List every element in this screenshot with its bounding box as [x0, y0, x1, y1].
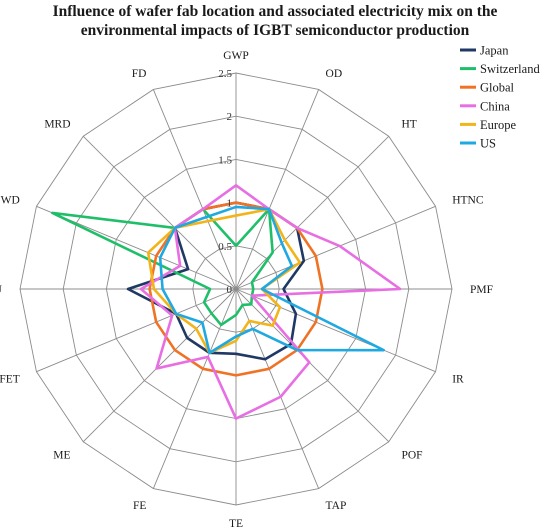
axis-label-fet: FET: [0, 374, 20, 386]
legend-label-japan: Japan: [480, 44, 509, 58]
axis-label-gwp: GWP: [223, 50, 249, 62]
spoke-2: [235, 135, 390, 290]
axis-label-fe: FE: [133, 500, 146, 512]
legend-label-china: China: [480, 99, 510, 113]
series-line-switzerland: [51, 207, 274, 327]
axis-label-fd: FD: [132, 68, 147, 80]
spoke-10: [82, 288, 237, 443]
series-line-us: [158, 205, 385, 355]
legend: Japan Switzerland Global China Europe US: [460, 44, 540, 151]
series-line-china: [139, 184, 402, 420]
spoke-7: [235, 288, 320, 489]
axis-label-od: OD: [326, 68, 343, 80]
spoke-6: [235, 288, 390, 443]
legend-label-switzerland: Switzerland: [480, 62, 540, 76]
legend-label-europe: Europe: [480, 118, 517, 132]
series-line-japan: [126, 201, 306, 361]
tick-label-group: 0 0.5 1 1.5 2 2.5: [218, 68, 232, 296]
axis-label-tap: TAP: [326, 500, 347, 512]
axis-label-ir: IR: [452, 374, 464, 386]
spoke-15: [152, 89, 237, 290]
axis-label-pof: POF: [401, 449, 422, 461]
axis-label-mrd: MRD: [44, 119, 70, 131]
axis-label-wd: WD: [1, 194, 20, 206]
legend-label-global: Global: [480, 81, 515, 95]
series-line-europe: [146, 207, 302, 355]
series-line-global: [148, 201, 324, 377]
chart-title-line-1: Influence of wafer fab location and asso…: [52, 3, 498, 20]
spoke-11: [36, 288, 237, 373]
tick-label: 0.5: [218, 241, 232, 253]
tick-label: 1: [227, 198, 233, 210]
spoke-5: [235, 288, 436, 373]
tick-label: 2: [227, 111, 233, 123]
tick-label: 0: [227, 284, 233, 296]
axis-label-lu: LU: [0, 284, 3, 296]
axis-label-ht: HT: [401, 119, 416, 131]
axis-label-pmf: PMF: [470, 284, 493, 296]
chart-title-line-2: environmental impacts of IGBT semiconduc…: [80, 22, 470, 39]
axis-label-group: GWP OD HT HTNC PMF IR POF TAP TE FE ME FET LU WD MRD FD: [0, 50, 493, 530]
spoke-14: [82, 135, 237, 290]
axis-label-me: ME: [53, 449, 70, 461]
series-group: [51, 184, 402, 420]
tick-label: 1.5: [218, 154, 232, 166]
spoke-9: [152, 288, 237, 489]
tick-label: 2.5: [218, 68, 232, 80]
axis-label-htnc: HTNC: [452, 194, 484, 206]
spoke-1: [235, 89, 320, 290]
spoke-3: [235, 205, 436, 290]
legend-label-us: US: [480, 137, 496, 151]
axis-label-te: TE: [229, 518, 243, 530]
